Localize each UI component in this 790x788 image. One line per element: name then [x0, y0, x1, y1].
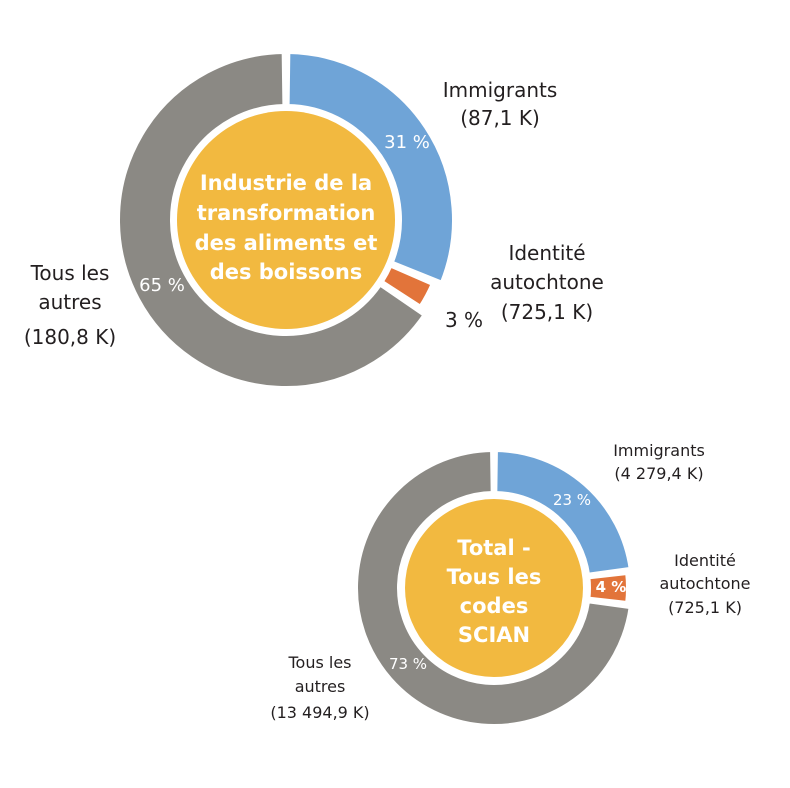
pct-label-autres: 73 %: [389, 655, 427, 673]
pct-label-immigrants: 31 %: [384, 132, 430, 153]
slice-immigrants: [493, 447, 633, 578]
slice-label-autochtone: autochtone: [490, 270, 604, 294]
donut-center: [177, 111, 395, 329]
center-label-line: des boissons: [210, 260, 363, 284]
slice-autochtone: [586, 570, 630, 606]
slice-autochtone: [379, 262, 436, 310]
slice-autres: [116, 49, 428, 390]
donut-chart-total: [354, 447, 633, 728]
slice-label-autochtone: Identité: [674, 551, 736, 570]
slice-label-autochtone: autochtone: [660, 574, 751, 593]
value-label-immigrants: (4 279,4 K): [614, 464, 703, 483]
donut-chart-food-industry: [116, 49, 456, 390]
slice-label-autochtone: Identité: [508, 241, 585, 265]
pct-label-autochtone: 3 %: [445, 308, 483, 332]
slice-label-autres: autres: [295, 677, 346, 696]
slice-label-immigrants: Immigrants: [613, 441, 705, 460]
slice-immigrants: [285, 49, 456, 286]
value-label-autres: (13 494,9 K): [270, 703, 369, 722]
pct-label-immigrants: 23 %: [553, 491, 591, 509]
pct-label-autres: 65 %: [139, 275, 185, 296]
center-label-line: SCIAN: [458, 623, 530, 647]
slice-label-autres: Tous les: [287, 653, 351, 672]
slice-label-autres: Tous les: [30, 261, 110, 285]
center-label-line: Tous les: [447, 565, 542, 589]
center-label-line: des aliments et: [195, 231, 378, 255]
donut-center: [405, 499, 583, 677]
value-label-autochtone: (725,1 K): [668, 598, 742, 617]
value-label-autochtone: (725,1 K): [501, 300, 593, 324]
slice-label-autres: autres: [38, 290, 101, 314]
slice-label-immigrants: Immigrants: [443, 78, 558, 102]
slice-autres: [354, 447, 633, 728]
center-label-line: transformation: [197, 201, 376, 225]
pct-label-autochtone: 4 %: [596, 578, 627, 596]
center-label-line: Total -: [457, 536, 530, 560]
value-label-immigrants: (87,1 K): [460, 106, 540, 130]
center-label-line: Industrie de la: [200, 171, 372, 195]
value-label-autres: (180,8 K): [24, 325, 116, 349]
center-label-line: codes: [460, 594, 529, 618]
